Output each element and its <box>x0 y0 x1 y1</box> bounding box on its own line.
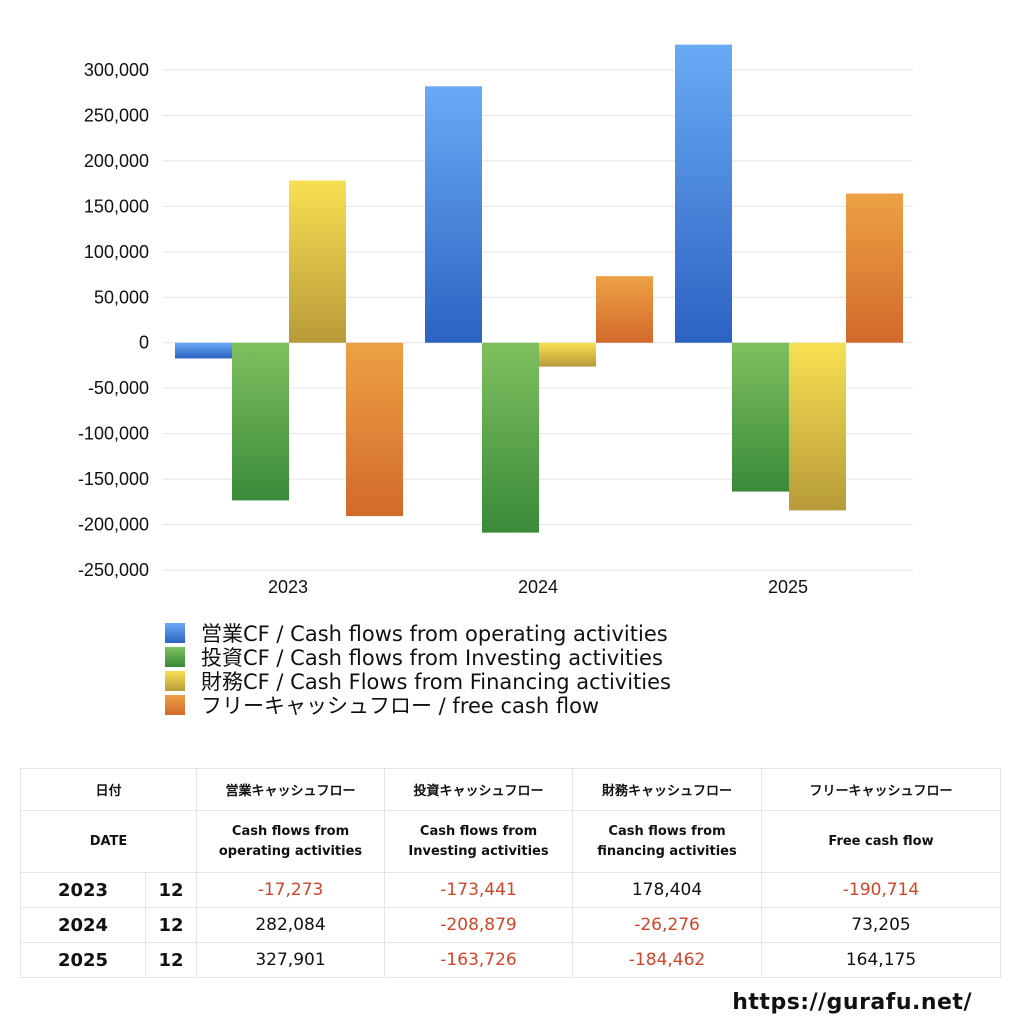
cell-free: 164,175 <box>761 942 1002 978</box>
chart-legend: 営業CF / Cash flows from operating activit… <box>165 621 671 718</box>
y-tick-label: 150,000 <box>84 196 149 216</box>
table-row: 2024 12 282,084 -208,879 -26,276 73,205 <box>20 907 1002 943</box>
bar-2023-2 <box>232 342 289 501</box>
cell-operating: -17,273 <box>196 872 386 908</box>
header-operating-jp: 営業キャッシュフロー <box>196 768 386 811</box>
header-investing-jp: 投資キャッシュフロー <box>384 768 574 811</box>
cell-investing: -173,441 <box>384 872 574 908</box>
y-tick-label: -250,000 <box>78 560 149 580</box>
row-month: 12 <box>144 872 198 908</box>
y-tick-label: 250,000 <box>84 105 149 125</box>
header-free-en: Free cash flow <box>761 810 1002 873</box>
bar-2024-2 <box>482 342 539 533</box>
bar-2024-1 <box>425 86 482 343</box>
row-year: 2023 <box>20 872 146 908</box>
legend-label: 投資CF / Cash flows from Investing activit… <box>201 646 663 670</box>
bar-2025-4 <box>846 193 903 343</box>
cell-investing: -163,726 <box>384 942 574 978</box>
header-date-en: DATE <box>19 810 198 873</box>
x-axis: 2023 2024 2025 <box>268 577 808 597</box>
bar-2024-3 <box>539 342 596 367</box>
cell-financing: 178,404 <box>572 872 763 908</box>
x-tick-label: 2023 <box>268 577 308 597</box>
header-date-jp: 日付 <box>19 768 198 811</box>
cell-financing: -26,276 <box>572 907 763 943</box>
legend-item: 営業CF / Cash flows from operating activit… <box>165 621 671 646</box>
y-tick-label: 0 <box>139 333 149 353</box>
y-tick-label: -50,000 <box>88 378 149 398</box>
row-month: 12 <box>144 907 198 943</box>
header-free-jp: フリーキャッシュフロー <box>761 768 1002 811</box>
bar-2024-4 <box>596 276 653 343</box>
bars <box>175 44 903 533</box>
bar-2025-2 <box>732 342 789 492</box>
bar-2023-4 <box>346 342 403 517</box>
site-url[interactable]: https://gurafu.net/ <box>732 990 972 1015</box>
y-tick-label: -100,000 <box>78 424 149 444</box>
legend-item: 投資CF / Cash flows from Investing activit… <box>165 645 671 670</box>
cell-free: 73,205 <box>761 907 1002 943</box>
cash-flow-table: 日付 営業キャッシュフロー 投資キャッシュフロー 財務キャッシュフロー フリーキ… <box>19 768 1002 978</box>
cash-flow-chart: 300,000 250,000 200,000 150,000 100,000 50,00… <box>78 44 913 597</box>
y-tick-label: 50,000 <box>94 287 149 307</box>
table-header-en: DATE Cash flows from operating activities… <box>19 810 1002 873</box>
bar-2023-3 <box>289 180 346 343</box>
y-tick-label: 300,000 <box>84 60 149 80</box>
y-tick-label: -200,000 <box>78 515 149 535</box>
legend-swatch <box>165 647 185 667</box>
cell-investing: -208,879 <box>384 907 574 943</box>
legend-swatch <box>165 623 185 643</box>
legend-item: フリーキャッシュフロー / free cash flow <box>165 693 671 718</box>
row-month: 12 <box>144 942 198 978</box>
x-tick-label: 2024 <box>518 577 558 597</box>
legend-item: 財務CF / Cash Flows from Financing activit… <box>165 669 671 694</box>
header-financing-en: Cash flows from financing activities <box>572 810 763 873</box>
table-header-jp: 日付 営業キャッシュフロー 投資キャッシュフロー 財務キャッシュフロー フリーキ… <box>19 768 1002 811</box>
table-row: 2025 12 327,901 -163,726 -184,462 164,17… <box>20 942 1002 978</box>
cell-financing: -184,462 <box>572 942 763 978</box>
bar-2025-3 <box>789 342 846 511</box>
y-axis: 300,000 250,000 200,000 150,000 100,000 50,00… <box>78 60 149 580</box>
y-tick-label: 100,000 <box>84 242 149 262</box>
x-tick-label: 2025 <box>768 577 808 597</box>
cell-free: -190,714 <box>761 872 1002 908</box>
legend-swatch <box>165 671 185 691</box>
bar-2023-1 <box>175 342 232 359</box>
legend-label: 営業CF / Cash flows from operating activit… <box>201 622 668 646</box>
cell-operating: 282,084 <box>196 907 386 943</box>
header-financing-jp: 財務キャッシュフロー <box>572 768 763 811</box>
legend-swatch <box>165 695 185 715</box>
row-year: 2025 <box>20 942 146 978</box>
legend-label: 財務CF / Cash Flows from Financing activit… <box>201 670 671 694</box>
table-row: 2023 12 -17,273 -173,441 178,404 -190,71… <box>20 872 1002 908</box>
cell-operating: 327,901 <box>196 942 386 978</box>
y-tick-label: 200,000 <box>84 151 149 171</box>
header-investing-en: Cash flows from Investing activities <box>384 810 574 873</box>
row-year: 2024 <box>20 907 146 943</box>
y-tick-label: -150,000 <box>78 469 149 489</box>
legend-label: フリーキャッシュフロー / free cash flow <box>201 694 600 718</box>
bar-2025-1 <box>675 44 732 343</box>
header-operating-en: Cash flows from operating activities <box>196 810 386 873</box>
